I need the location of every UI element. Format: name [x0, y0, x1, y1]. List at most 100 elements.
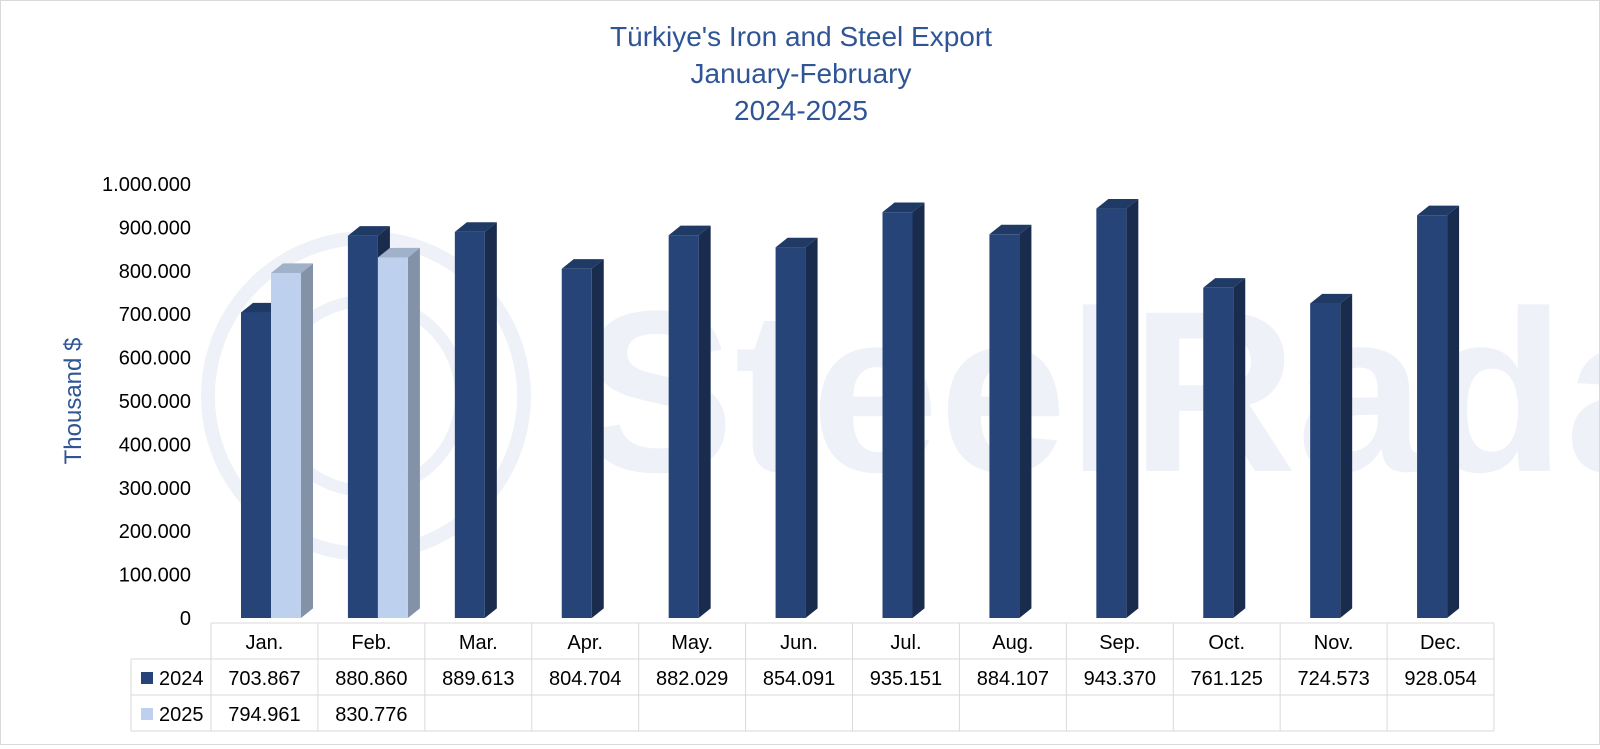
bar-front [775, 247, 806, 618]
bar-front [1310, 303, 1341, 618]
legend-label-2025: 2025 [159, 704, 204, 726]
bar-side [1019, 224, 1032, 618]
bar-top [882, 202, 925, 213]
bar-top [377, 247, 420, 258]
bar-side [407, 247, 420, 619]
data-label: 882.029 [656, 668, 728, 690]
y-tick-label: 300.000 [119, 478, 191, 500]
bar-front [1096, 208, 1127, 618]
bar-side [698, 225, 711, 618]
bar-top [1417, 205, 1460, 216]
bar-2024-sep [1096, 198, 1139, 618]
bar-side [1340, 293, 1353, 618]
y-tick-label: 400.000 [119, 434, 191, 456]
y-axis-title: Thousand $ [60, 338, 87, 465]
x-tick-label: Jul. [890, 632, 921, 654]
bar-2024-aug [989, 224, 1032, 619]
data-label: 794.961 [228, 704, 300, 726]
x-tick-label: Dec. [1420, 632, 1461, 654]
y-tick-label: 500.000 [119, 391, 191, 413]
bar-side [805, 237, 818, 619]
bar-side [301, 263, 313, 618]
bar-side [1233, 278, 1246, 618]
y-tick-label: 900.000 [119, 217, 191, 239]
bar-side [591, 259, 604, 618]
data-label: 928.054 [1404, 668, 1476, 690]
bar-top [561, 259, 604, 269]
bar-top [271, 263, 313, 273]
bar-top [1310, 293, 1353, 304]
y-tick-label: 200.000 [119, 521, 191, 543]
bar-2024-oct [1203, 278, 1246, 618]
chart-title: Türkiye's Iron and Steel Export January-F… [610, 21, 992, 126]
bar-side [912, 202, 925, 618]
bar-front [882, 212, 913, 618]
bar-side [1447, 205, 1460, 618]
chart-title-line: Türkiye's Iron and Steel Export [610, 21, 992, 52]
x-tick-label: Sep. [1099, 632, 1140, 654]
legend-label-2024: 2024 [159, 668, 204, 690]
bar-front [347, 235, 378, 618]
y-axis-ticks: 0 100.000 200.000 300.000 400.000 500.000 600.… [102, 174, 191, 630]
x-tick-label: Jun. [780, 632, 818, 654]
bar-front [454, 231, 485, 618]
bar-top [347, 226, 390, 236]
data-label: 935.151 [870, 668, 942, 690]
data-label: 724.573 [1297, 668, 1369, 690]
bar-2025-jan [271, 263, 313, 618]
bar-front [1203, 287, 1234, 618]
bar-2024-mar [454, 222, 497, 618]
data-label: 804.704 [549, 668, 621, 690]
data-table: Jan. Feb. Mar. Apr. May. Jun. Jul. Aug. Sep. Oct.… [130, 622, 1495, 732]
data-label: 943.370 [1084, 668, 1156, 690]
bar-front [989, 234, 1020, 619]
bar-top [1096, 198, 1139, 209]
bar-front [377, 257, 408, 618]
x-tick-label: Nov. [1314, 632, 1354, 654]
bar-2024-may [668, 225, 711, 619]
x-tick-label: Apr. [567, 632, 603, 654]
bar-2024-dec [1417, 205, 1460, 619]
bar-top [454, 222, 497, 232]
x-tick-label: May. [671, 632, 713, 654]
chart-title-line: January-February [691, 58, 912, 89]
bar-front [271, 272, 301, 618]
bar-top [668, 225, 711, 236]
x-tick-label: Jan. [246, 632, 284, 654]
legend-swatch-2024 [141, 672, 153, 684]
bar-front [668, 235, 699, 619]
y-tick-label: 600.000 [119, 348, 191, 370]
y-tick-label: 0 [180, 608, 191, 630]
bar-front [1417, 215, 1448, 619]
y-tick-label: 800.000 [119, 261, 191, 283]
data-label: 703.867 [228, 668, 300, 690]
bar-2024-nov [1310, 293, 1353, 618]
bar-2025-feb [377, 247, 420, 619]
y-tick-label: 100.000 [119, 565, 191, 587]
chart-title-line: 2024-2025 [734, 95, 868, 126]
data-label: 830.776 [335, 704, 407, 726]
bar-top [1203, 278, 1246, 288]
bar-side [484, 222, 497, 618]
bar-2024-jun [775, 237, 818, 619]
data-label: 880.860 [335, 668, 407, 690]
bar-front [561, 268, 592, 618]
x-tick-label: Aug. [992, 632, 1033, 654]
y-tick-label: 1.000.000 [102, 174, 191, 196]
legend-swatch-2025 [141, 708, 153, 720]
data-label: 889.613 [442, 668, 514, 690]
bar-top [989, 224, 1032, 235]
x-tick-label: Feb. [351, 632, 391, 654]
y-tick-label: 700.000 [119, 304, 191, 326]
data-label: 884.107 [977, 668, 1049, 690]
bars [241, 198, 1460, 619]
bar-side [1126, 198, 1139, 618]
bar-2024-jul [882, 202, 925, 618]
x-tick-label: Mar. [459, 632, 498, 654]
data-label: 761.125 [1191, 668, 1263, 690]
bar-top [775, 237, 818, 248]
bar-front [241, 312, 271, 618]
data-label: 854.091 [763, 668, 835, 690]
